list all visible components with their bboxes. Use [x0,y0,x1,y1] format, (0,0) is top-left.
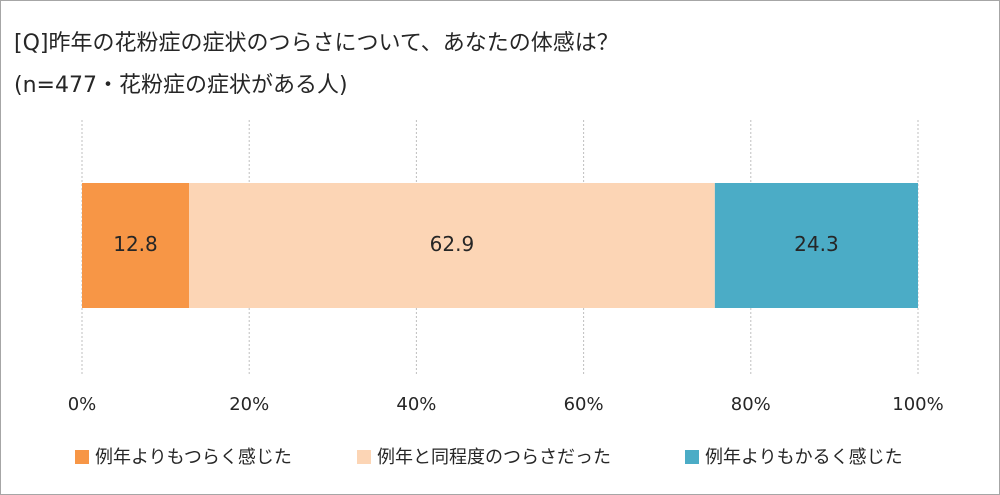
x-tick-label: 60% [564,394,604,415]
legend-swatch [75,450,89,464]
legend-label: 例年よりもつらく感じた [95,447,292,468]
data-label: 62.9 [430,232,475,256]
bar-segment [714,183,918,308]
x-tick-label: 80% [731,394,771,415]
data-label: 24.3 [794,232,839,256]
chart-subtitle: (n=477・花粉症の症状がある人) [14,73,348,98]
legend-label: 例年と同程度のつらさだった [377,447,611,468]
legend-label: 例年よりもかるく感じた [705,447,903,468]
legend-swatch [357,450,371,464]
legend-swatch [685,450,699,464]
x-tick-label: 40% [396,394,436,415]
bar-segment [189,183,715,308]
x-tick-label: 0% [68,394,97,415]
x-tick-label: 20% [229,394,269,415]
data-label: 12.8 [113,232,158,256]
chart-title: [Q]昨年の花粉症の症状のつらさについて、あなたの体感は？ [14,31,619,56]
x-tick-label: 100% [892,394,943,415]
bar-segment [82,183,190,308]
